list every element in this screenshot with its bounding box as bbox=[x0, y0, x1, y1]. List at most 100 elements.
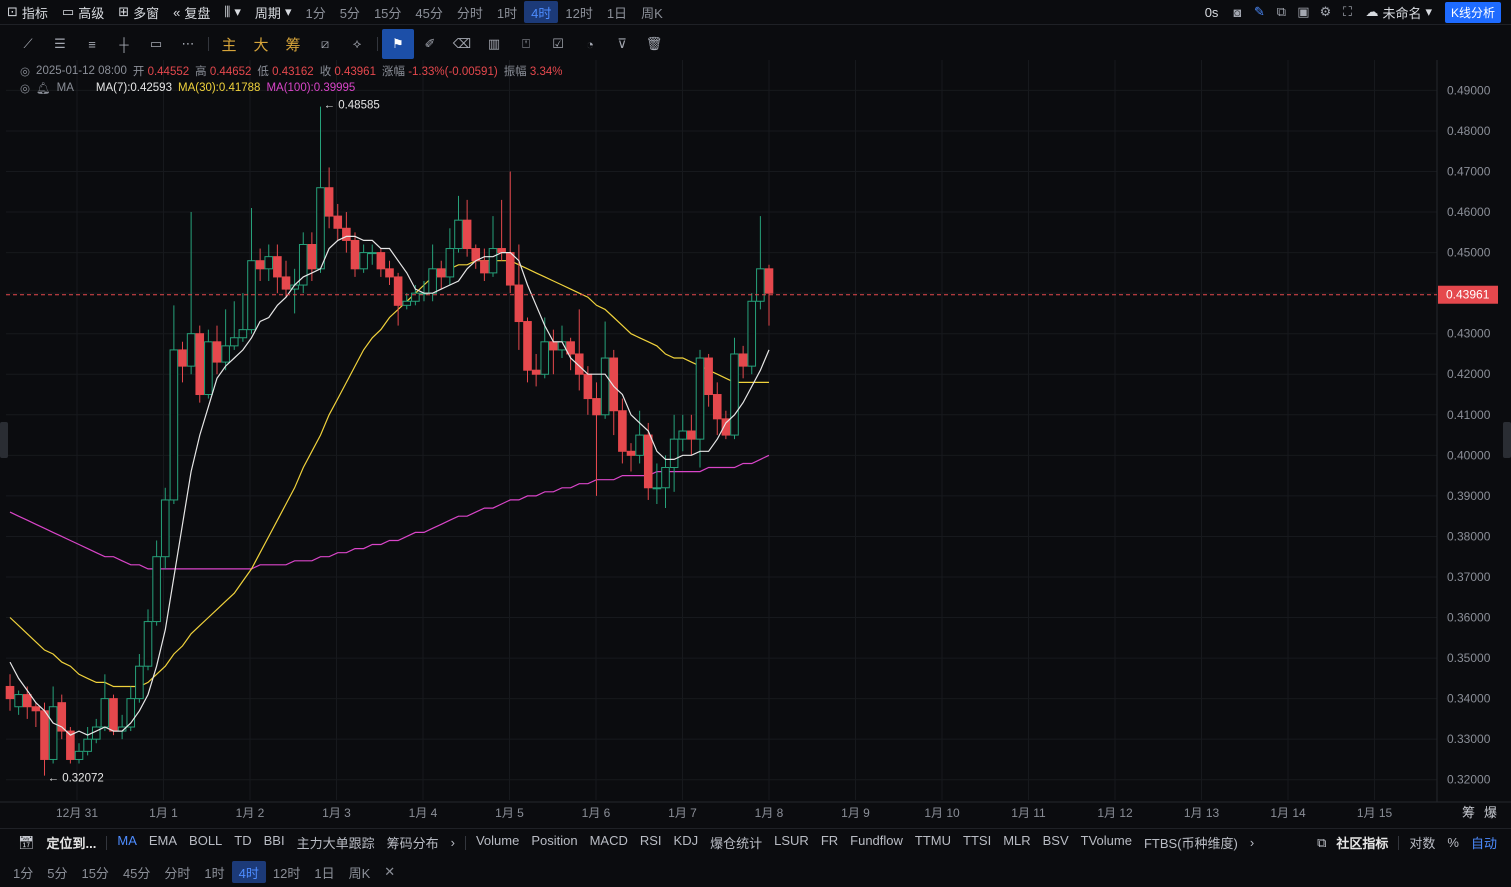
sub-indicator-11[interactable]: MLR bbox=[1003, 833, 1031, 848]
eraser-icon[interactable]: ⌫ bbox=[452, 36, 472, 51]
layout-name-dropdown[interactable]: ☁ 未命名 ▾ bbox=[1365, 4, 1432, 21]
bottom-timeframe-tab-8[interactable]: 1日 bbox=[314, 865, 335, 881]
chips-tool[interactable]: 筹 bbox=[285, 36, 301, 54]
close-icon[interactable]: ✕ bbox=[384, 864, 396, 879]
sub-indicator-12[interactable]: BSV bbox=[1042, 833, 1069, 848]
more-tools-icon[interactable]: ⋯ bbox=[181, 36, 195, 51]
eye-icon[interactable]: ◎ bbox=[20, 83, 31, 95]
lock-icon[interactable]: ⍞ bbox=[522, 36, 530, 51]
chevron-right-icon[interactable]: › bbox=[1249, 835, 1255, 850]
sub-indicator-6[interactable]: LSUR bbox=[774, 833, 809, 848]
parallel-channel-icon[interactable]: ≡ bbox=[88, 36, 96, 52]
main-indicator-0[interactable]: MA bbox=[117, 833, 137, 848]
popout-icon[interactable]: ⧉ bbox=[1276, 4, 1287, 19]
candle-body bbox=[445, 248, 455, 278]
bottom-timeframe-tab-7[interactable]: 12时 bbox=[272, 865, 301, 881]
timeframe-tab-5[interactable]: 1时 bbox=[496, 5, 518, 21]
main-indicator-5[interactable]: 主力大单跟踪 bbox=[296, 836, 375, 851]
price-chart[interactable]: 0.490000.480000.470000.460000.450000.440… bbox=[0, 60, 1511, 828]
camera-icon[interactable]: ◙ bbox=[1233, 4, 1242, 20]
trash-icon[interactable]: 🗑 bbox=[645, 36, 663, 51]
trendline-icon[interactable]: ⟋ bbox=[23, 36, 33, 51]
bottom-timeframe-tab-5[interactable]: 1时 bbox=[204, 865, 225, 881]
eye-icon[interactable]: ◎ bbox=[20, 66, 31, 78]
fullscreen-icon[interactable]: ⛶ bbox=[1342, 4, 1352, 19]
fib-lines-icon[interactable]: ☰ bbox=[54, 36, 66, 51]
sub-indicator-1[interactable]: Position bbox=[531, 833, 578, 848]
timeframe-tab-4[interactable]: 分时 bbox=[456, 5, 483, 21]
sub-indicator-14[interactable]: FTBS(币种维度) bbox=[1143, 836, 1238, 851]
timeframe-tab-3[interactable]: 45分 bbox=[415, 5, 443, 21]
main-indicator-4[interactable]: BBI bbox=[263, 833, 285, 848]
sub-indicator-2[interactable]: MACD bbox=[589, 833, 628, 848]
bottom-timeframe-tab-6[interactable]: 4时 bbox=[231, 861, 266, 883]
last-price-text: 0.43961 bbox=[1446, 288, 1490, 302]
indicator-button[interactable]: ⊡ 指标 bbox=[7, 4, 48, 21]
main-indicator-3[interactable]: TD bbox=[234, 833, 252, 848]
timeframe-tab-0[interactable]: 1分 bbox=[305, 5, 326, 21]
main-force-tool[interactable]: 主 bbox=[221, 36, 237, 54]
bottom-timeframe-tab-1[interactable]: 5分 bbox=[47, 865, 68, 881]
kline-analysis-button[interactable]: K线分析 bbox=[1444, 1, 1501, 23]
multi-window-button[interactable]: ⊞ 多窗 bbox=[118, 4, 160, 21]
pen-icon[interactable]: ✎ bbox=[1253, 4, 1265, 19]
advanced-button[interactable]: ▭ 高级 bbox=[61, 4, 105, 21]
log-scale-toggle[interactable]: 对数 bbox=[1409, 836, 1436, 851]
sub-indicator-13[interactable]: TVolume bbox=[1080, 833, 1132, 848]
pattern-icon[interactable]: ⧄ bbox=[320, 36, 330, 51]
bottom-timeframe-tab-4[interactable]: 分时 bbox=[164, 865, 191, 881]
brush-icon[interactable]: ✐ bbox=[424, 36, 436, 51]
grid-icon: ⊞ bbox=[118, 4, 130, 19]
sub-indicator-9[interactable]: TTMU bbox=[914, 833, 952, 848]
sub-indicator-7[interactable]: FR bbox=[820, 833, 839, 848]
bottom-timeframe-tab-9[interactable]: 周K bbox=[348, 865, 371, 881]
timeframe-tab-9[interactable]: 周K bbox=[641, 5, 663, 21]
community-indicators-button[interactable]: 社区指标 bbox=[1336, 836, 1389, 851]
main-indicator-2[interactable]: BOLL bbox=[189, 833, 223, 848]
horizontal-line-icon[interactable]: ┼ bbox=[119, 36, 129, 52]
candle bbox=[298, 232, 308, 294]
rectangle-icon[interactable]: ▭ bbox=[149, 36, 163, 51]
sub-indicator-4[interactable]: KDJ bbox=[673, 833, 699, 848]
main-indicator-1[interactable]: EMA bbox=[148, 833, 178, 848]
big-order-tool[interactable]: 大 bbox=[253, 36, 269, 54]
candle-body bbox=[626, 450, 636, 456]
main-indicator-6[interactable]: 筹码分布 bbox=[386, 836, 439, 851]
timeframe-tab-1[interactable]: 5分 bbox=[339, 5, 360, 21]
left-collapse-handle[interactable] bbox=[0, 422, 8, 458]
sub-indicator-5[interactable]: 爆仓统计 bbox=[710, 836, 763, 851]
edit-list-icon[interactable]: ☑ bbox=[552, 36, 564, 51]
timeframe-tab-7[interactable]: 12时 bbox=[565, 5, 593, 21]
candle bbox=[324, 167, 334, 229]
bars-pattern-icon[interactable]: ▥ bbox=[487, 36, 501, 51]
timeframe-tab-6[interactable]: 4时 bbox=[524, 1, 559, 23]
timeframe-tab-8[interactable]: 1日 bbox=[606, 5, 628, 21]
filter-icon[interactable]: ⊽ bbox=[617, 36, 627, 51]
sub-indicator-3[interactable]: RSI bbox=[639, 833, 662, 848]
right-collapse-handle[interactable] bbox=[1503, 422, 1511, 458]
replay-button[interactable]: «复盘 bbox=[173, 4, 211, 21]
bottom-timeframe-tabs: 1分 5分 15分 45分 分时 1时 4时 12时 1日 周K bbox=[6, 861, 377, 883]
sub-indicator-0[interactable]: Volume bbox=[475, 833, 520, 848]
settings-icon[interactable]: ⚙ bbox=[1319, 4, 1332, 19]
bell-icon[interactable]: 🔔︎ bbox=[36, 83, 51, 95]
percent-scale-toggle[interactable]: % bbox=[1447, 835, 1459, 850]
bottom-timeframe-tab-3[interactable]: 45分 bbox=[122, 865, 151, 881]
chevron-right-icon[interactable]: › bbox=[450, 835, 455, 850]
sub-indicator-10[interactable]: TTSI bbox=[963, 833, 992, 848]
flag-icon[interactable]: ⚑ bbox=[382, 29, 414, 59]
ma-label[interactable]: MA bbox=[56, 82, 74, 94]
auto-scale-toggle[interactable]: 自动 bbox=[1470, 836, 1497, 851]
chart-type-button[interactable]: ⫼ ▾ bbox=[217, 0, 248, 25]
bottom-timeframe-tab-0[interactable]: 1分 bbox=[13, 865, 34, 881]
locate-button[interactable]: 定位到... bbox=[46, 836, 97, 851]
candle bbox=[22, 686, 32, 719]
period-dropdown[interactable]: 周期 ▾ bbox=[254, 4, 292, 21]
timeframe-tab-2[interactable]: 15分 bbox=[373, 5, 402, 21]
sub-indicator-8[interactable]: Fundflow bbox=[850, 833, 903, 848]
candle bbox=[342, 212, 351, 253]
magnet-icon[interactable]: ◔ bbox=[586, 36, 594, 52]
bottom-timeframe-tab-2[interactable]: 15分 bbox=[81, 865, 109, 881]
template-icon[interactable]: ▣ bbox=[1297, 4, 1310, 19]
measure-icon[interactable]: ⟡ bbox=[352, 36, 362, 51]
